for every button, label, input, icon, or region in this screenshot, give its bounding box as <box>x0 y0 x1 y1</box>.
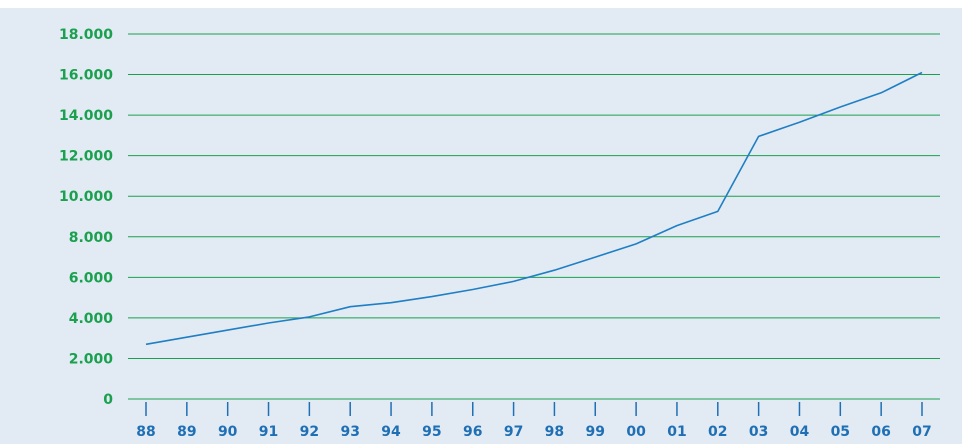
x-tick-label: 07 <box>912 424 931 440</box>
x-tick-label: 91 <box>259 424 278 440</box>
x-tick-label: 89 <box>177 424 196 440</box>
y-tick-label: 0 <box>103 392 113 408</box>
y-tick-label: 6.000 <box>69 270 114 286</box>
x-tick-label: 03 <box>749 424 768 440</box>
y-tick-label: 12.000 <box>59 149 113 165</box>
y-tick-label: 14.000 <box>59 108 113 124</box>
x-tick-label: 98 <box>545 424 564 440</box>
x-tick-label: 96 <box>463 424 482 440</box>
x-tick-label: 02 <box>708 424 727 440</box>
chart-background <box>0 8 962 444</box>
x-tick-label: 92 <box>300 424 319 440</box>
x-tick-label: 04 <box>790 424 810 440</box>
x-tick-label: 90 <box>218 424 238 440</box>
x-tick-label: 05 <box>831 424 850 440</box>
x-tick-label: 93 <box>340 424 359 440</box>
x-tick-label: 94 <box>381 424 401 440</box>
x-tick-label: 06 <box>871 424 890 440</box>
x-tick-label: 95 <box>422 424 441 440</box>
x-tick-label: 01 <box>667 424 686 440</box>
y-tick-label: 2.000 <box>69 351 114 367</box>
y-tick-label: 16.000 <box>59 68 113 84</box>
y-tick-label: 10.000 <box>59 189 113 205</box>
x-tick-label: 97 <box>504 424 523 440</box>
x-tick-label: 00 <box>626 424 646 440</box>
x-tick-label: 88 <box>136 424 155 440</box>
y-tick-label: 4.000 <box>69 311 114 327</box>
y-tick-label: 18.000 <box>59 27 113 43</box>
y-tick-label: 8.000 <box>69 230 114 246</box>
x-tick-label: 99 <box>586 424 605 440</box>
